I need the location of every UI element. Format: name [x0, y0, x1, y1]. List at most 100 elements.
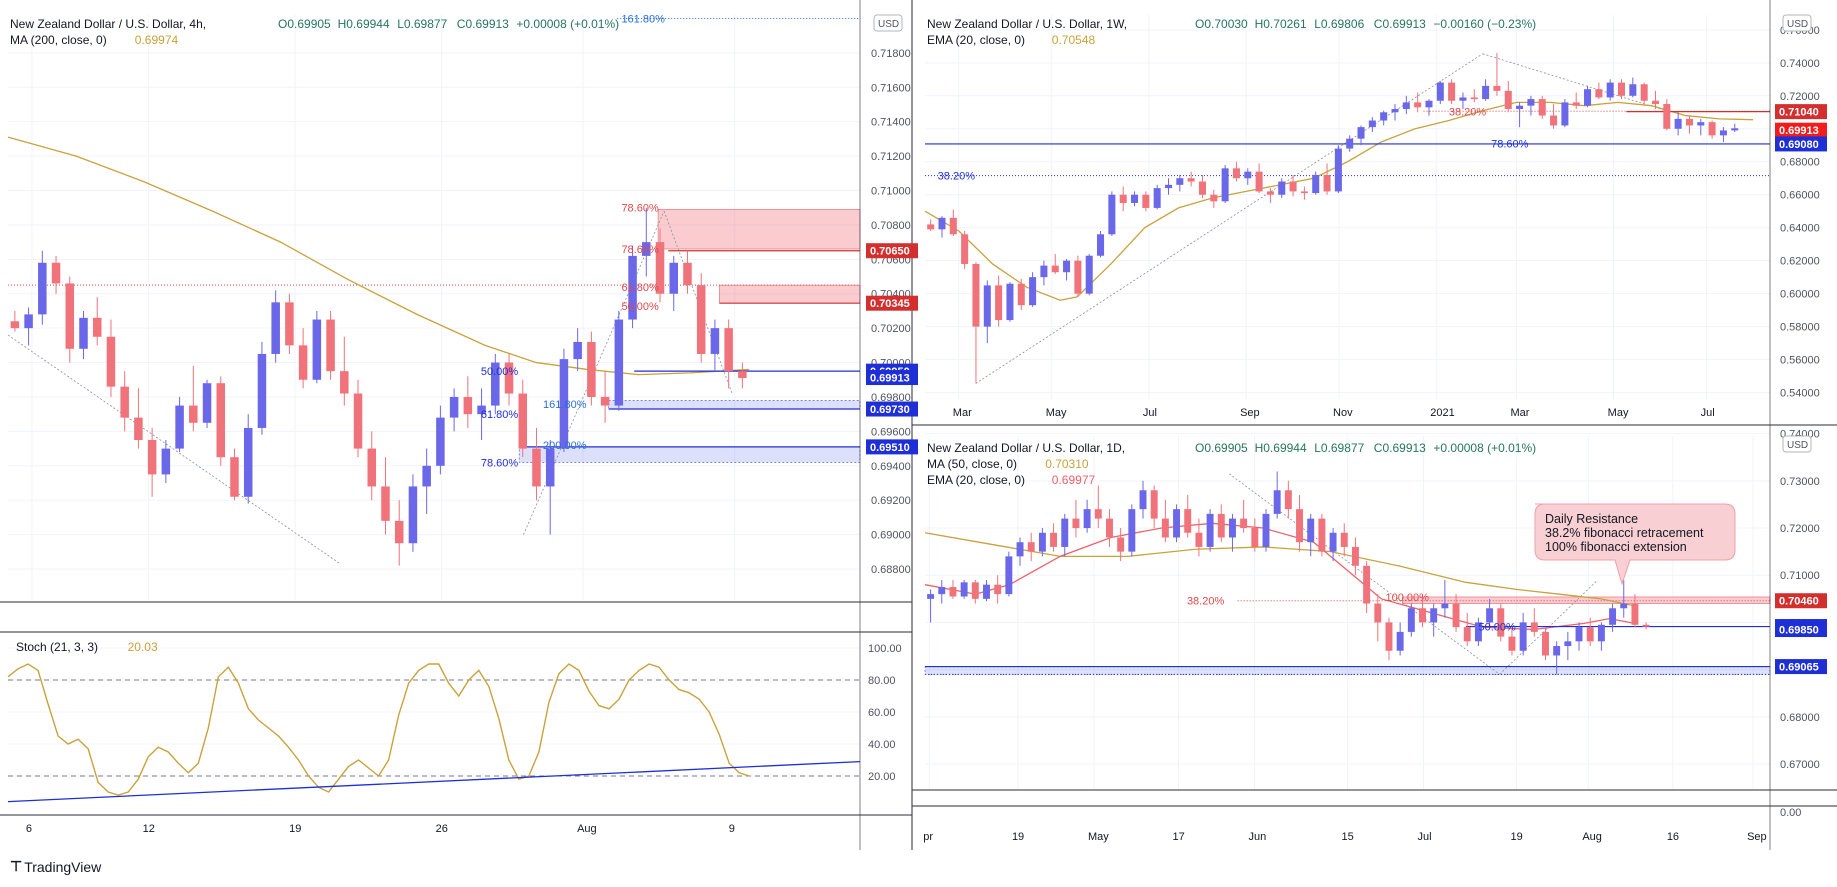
chart-w1-candle — [1380, 112, 1388, 121]
chart-w1-fib-label: 78.60% — [1491, 139, 1529, 151]
chart-w1-candle — [1063, 260, 1071, 273]
chart-h4-ytick: 0.69800 — [871, 392, 911, 404]
chart-w1-candle — [1606, 82, 1614, 98]
chart-h4-ohlc-value: C0.69913 — [457, 17, 509, 31]
chart-w1-candle — [1198, 181, 1206, 195]
chart-w1-price-badge — [1775, 104, 1827, 120]
chart-h4-ytick: 0.71200 — [871, 151, 911, 163]
chart-d1-candle — [1553, 646, 1561, 656]
chart-h4-ohlc-value: L0.69877 — [397, 17, 447, 31]
stoch-k-line — [7, 663, 750, 796]
chart-w1-candle — [972, 263, 980, 327]
chart-w1-candle — [1017, 283, 1025, 306]
chart-w1-candle — [1493, 85, 1501, 91]
chart-h4-ytick: 0.69600 — [871, 426, 911, 438]
chart-h4-candle — [436, 417, 445, 466]
chart-d1-currency-label: USD — [1787, 440, 1808, 451]
chart-h4-candle — [51, 262, 61, 284]
chart-h4-price-badge — [866, 243, 918, 259]
chart-d1-candle — [1452, 603, 1460, 628]
chart-4h-labels: 161.80% 78.60% 78.60% 61.80% 50.00% 50.00% 161… — [481, 13, 665, 469]
tradingview-brand: ⊤ TradingView — [10, 858, 101, 875]
chart-w1-xtick: Jul — [1701, 407, 1715, 419]
chart-4h-axis: 0.71800 0.71600 0.71400 0.71200 0.71000 0.708… — [26, 14, 918, 835]
chart-d1-ytick: 0.73000 — [1780, 476, 1820, 488]
chart-h4-fib-label: 78.60% — [481, 457, 519, 469]
chart-h4-candle — [312, 319, 322, 380]
daily-resistance-callout: Daily Resistance 38.2% fibonacci retrace… — [1534, 503, 1736, 586]
chart-w1-currency-label: USD — [1787, 19, 1808, 30]
chart-d1-ytick: 0.67000 — [1780, 759, 1820, 771]
chart-w1-candle — [1119, 194, 1127, 203]
chart-w1-candle — [1448, 82, 1456, 101]
chart-4h-zones — [518, 209, 861, 463]
chart-d1-candle — [1407, 608, 1415, 632]
chart-w1-ytick: 0.68000 — [1780, 157, 1820, 169]
chart-w1-candle — [1504, 90, 1512, 109]
chart-d1-ytick: 0.68000 — [1780, 712, 1820, 724]
chart-w1-fib-label: 38.20% — [938, 171, 976, 183]
chart-4h-panel[interactable]: 161.80% 78.60% 78.60% 61.80% 50.00% 50.00% 161… — [7, 13, 918, 835]
chart-d1-candle — [1005, 556, 1013, 595]
chart-w1-candle — [1029, 277, 1037, 306]
chart-1w-labels: 38.20% 78.60% 38.20% — [938, 106, 1529, 182]
chart-h4-candle — [614, 319, 624, 406]
chart-4h-lines — [7, 17, 860, 565]
chart-w1-xtick: May — [1046, 407, 1067, 419]
chart-w1-candle — [1595, 89, 1603, 98]
chart-1w-panel[interactable]: 38.20%78.60%38.20% 0.760000.740000.72000… — [924, 14, 1827, 419]
chart-h4-candle — [353, 393, 363, 449]
chart-d1-price-label: 0.69850 — [1779, 625, 1819, 637]
chart-d1-xtick: 16 — [1667, 831, 1679, 843]
chart-w1-ohlc-value: −0.00160 (−0.23%) — [1433, 17, 1536, 31]
chart-1d-panel[interactable]: 38.20% 100.00%50.00% 0.740000.730000.7200… — [923, 429, 1827, 843]
chart-h4-candle — [669, 262, 678, 294]
chart-h4-fib-label: 161.80% — [543, 399, 587, 411]
chart-h4-price-badge — [866, 370, 918, 386]
chart-d1-fib-label: 100.00% — [1386, 592, 1430, 604]
chart-h4-candle — [696, 285, 706, 354]
chart-w1-candle — [1663, 104, 1671, 129]
chart-h4-candle — [175, 405, 184, 449]
chart-1w-candles — [927, 52, 1739, 383]
chart-h4-candle — [161, 448, 171, 475]
chart-w1-candle — [1187, 178, 1195, 182]
stoch-ytick: 100.00 — [868, 643, 902, 655]
stoch-ytick: 80.00 — [868, 675, 896, 687]
chart-d1-price-badge — [1775, 593, 1827, 609]
chart-w1-price-badge — [1775, 136, 1827, 152]
stoch-panel[interactable]: 100.00 80.00 60.00 40.00 20.00 Stoch (21, 3,… — [7, 640, 902, 803]
chart-w1-candle — [1108, 194, 1116, 235]
chart-d1-candle — [1240, 518, 1248, 529]
chart-w1-price-label: 0.71040 — [1779, 107, 1819, 119]
chart-d1-candle — [1318, 518, 1326, 552]
chart-w1-candle — [1085, 255, 1093, 294]
chart-h4-candle — [340, 371, 349, 394]
chart-d1-currency-badge — [1782, 435, 1812, 453]
chart-h4-candle — [243, 427, 253, 497]
stoch-ytick: 40.00 — [868, 739, 896, 751]
chart-1d-labels: 38.20% 100.00% 50.00% — [1187, 592, 1516, 634]
chart-d1-candle — [1016, 542, 1024, 557]
chart-d1-zone — [924, 666, 1771, 675]
chart-w1-candle — [1414, 102, 1422, 108]
chart-d1-candle — [1564, 641, 1572, 647]
chart-d1-ohlc-value: O0.69905 — [1195, 441, 1248, 455]
chart-h4-fib-label: 161.80% — [621, 13, 665, 25]
chart-d1-candle — [1262, 513, 1270, 547]
chart-w1-candle — [1006, 283, 1014, 321]
chart-w1-candle — [1232, 168, 1240, 179]
chart-w1-ytick: 0.64000 — [1780, 223, 1820, 235]
chart-w1-candle — [1300, 191, 1308, 194]
chart-w1-candle — [1516, 105, 1524, 109]
chart-w1-candle — [1459, 97, 1467, 101]
chart-d1-candle — [1139, 490, 1147, 510]
chart-w1-ohlc-value: L0.69806 — [1314, 17, 1364, 31]
chart-d1-candle — [1642, 624, 1650, 627]
chart-d1-xtick: 19 — [1012, 831, 1024, 843]
chart-d1-xtick: Aug — [1582, 831, 1602, 843]
chart-d1-candle — [1609, 608, 1617, 625]
chart-h4-price-label: 0.69913 — [870, 373, 910, 385]
chart-d1-candle — [1228, 518, 1236, 538]
chart-d1-price-label: 0.70460 — [1779, 596, 1819, 608]
